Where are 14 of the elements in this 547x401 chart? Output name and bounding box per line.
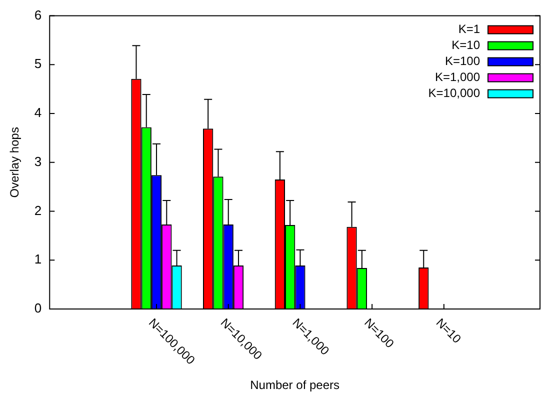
y-tick-label: 1 — [34, 252, 42, 267]
x-axis-title: Number of peers — [250, 378, 340, 392]
y-tick-label: 0 — [34, 300, 42, 316]
y-axis-title: Overlay hops — [8, 127, 22, 198]
y-tick-label: 2 — [34, 202, 42, 218]
legend-label: K=10,000 — [428, 86, 480, 100]
y-tick-label: 6 — [34, 7, 42, 22]
legend-label: K=1,000 — [434, 70, 480, 84]
legend-label: K=10 — [452, 38, 480, 52]
y-tick-label: 5 — [34, 56, 42, 72]
legend-label: K=100 — [444, 54, 480, 68]
y-tick-label: 3 — [34, 154, 42, 169]
legend-label: K=1 — [458, 22, 480, 36]
y-tick-label: 4 — [34, 105, 42, 120]
